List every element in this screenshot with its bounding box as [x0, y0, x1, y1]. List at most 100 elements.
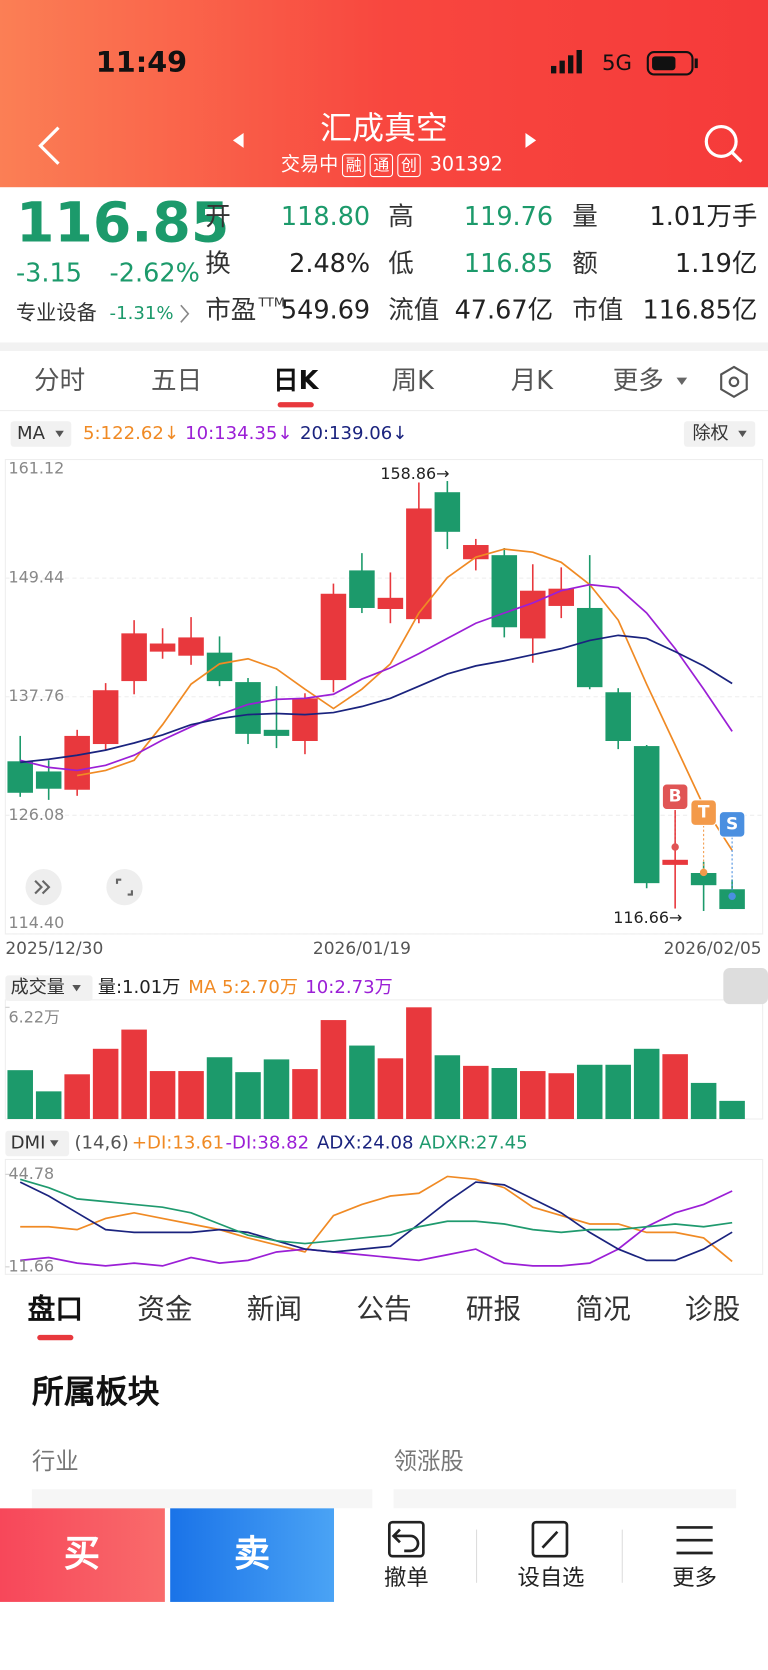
y-tick-label: 44.78: [9, 1164, 55, 1183]
candle-body: [320, 593, 347, 681]
x-tick-label: 2026/01/19: [313, 939, 411, 959]
buy-button[interactable]: [0, 1508, 165, 1602]
price: 116.85: [16, 192, 229, 256]
bottom-tab[interactable]: 诊股: [685, 1292, 740, 1325]
tab-underline: [277, 402, 314, 408]
more-icon[interactable]: [676, 1526, 713, 1555]
cancel-icon[interactable]: [387, 1520, 425, 1558]
bottom-tab[interactable]: 盘口: [28, 1292, 83, 1325]
trade-status: 交易中: [281, 152, 338, 175]
tab[interactable]: 日K: [273, 366, 320, 396]
low-annotation: 116.66→: [613, 908, 682, 927]
candle-body: [178, 637, 204, 656]
action-label[interactable]: 撤单: [384, 1565, 429, 1591]
tag-box: [397, 153, 421, 178]
volume-legend: 10:2.73万: [305, 977, 392, 998]
volume-bar: [235, 1072, 261, 1120]
x-tick-label: 2025/12/30: [5, 939, 103, 959]
collapse-button[interactable]: [723, 967, 768, 1005]
volume-legend: MA 5:2.70万: [188, 977, 298, 998]
field-value: 549.69: [281, 296, 370, 326]
watchlist-icon[interactable]: [531, 1520, 569, 1558]
bottom-tab[interactable]: 公告: [356, 1292, 411, 1325]
chevron: [180, 304, 190, 323]
settings-icon-dot: [728, 376, 740, 388]
dmi-line: [20, 1190, 733, 1267]
adjust-select[interactable]: [683, 421, 756, 447]
candle-body: [406, 508, 432, 620]
candle-body: [292, 698, 318, 741]
tab[interactable]: 月K: [511, 366, 555, 396]
x-tick-label: 2026/02/05: [664, 939, 762, 959]
header-bg: [0, 0, 768, 188]
volume-bar: [35, 1091, 62, 1120]
sector[interactable]: 专业设备: [16, 300, 97, 324]
bottom-tab[interactable]: 新闻: [247, 1292, 302, 1325]
signal-text: S: [726, 814, 738, 834]
field-value: 47.67亿: [455, 296, 554, 326]
candle-body: [7, 761, 33, 793]
settings-icon[interactable]: [720, 365, 748, 398]
dmi-legend: +DI:13.61: [132, 1132, 224, 1153]
bottom-tab[interactable]: 研报: [466, 1292, 521, 1325]
volume-bar: [92, 1048, 119, 1120]
volume-bar: [576, 1064, 603, 1120]
volume-bar: [605, 1064, 631, 1120]
signal-badge[interactable]: [690, 799, 717, 826]
candle-body: [64, 735, 90, 790]
action-label[interactable]: 设自选: [518, 1565, 585, 1591]
candle-body: [576, 607, 603, 688]
field-label: 市值: [572, 296, 623, 326]
volume-bar: [349, 1045, 375, 1120]
search-button[interactable]: [704, 124, 743, 163]
sell-label[interactable]: 卖: [234, 1532, 270, 1575]
ma-legend: 20:139.06↓: [300, 423, 408, 444]
signal-badge[interactable]: [661, 783, 689, 811]
zoom-buttons[interactable]: [25, 869, 143, 906]
stock-code: 301392: [430, 152, 503, 175]
high-annotation: 158.86→: [380, 464, 449, 483]
volume-select[interactable]: [5, 975, 93, 1001]
time: 11:49: [96, 45, 187, 79]
field-label: 量: [572, 202, 598, 232]
dmi-params: (14,6): [74, 1132, 128, 1153]
next-stock[interactable]: [525, 132, 537, 148]
signal-badge[interactable]: [718, 811, 746, 838]
tab[interactable]: 更多: [613, 366, 664, 396]
bottom-tab[interactable]: 简况: [575, 1292, 630, 1325]
dropdown: [49, 1140, 59, 1147]
field-label: 流值: [388, 296, 439, 326]
volume-title: 成交量: [11, 977, 65, 998]
battery-icon: [646, 51, 698, 76]
volume-bar: [178, 1071, 204, 1120]
indicator-select[interactable]: [10, 421, 72, 447]
sell-button[interactable]: [170, 1508, 335, 1602]
volume-bar: [719, 1100, 745, 1120]
field-value: 119.76: [464, 202, 553, 232]
bottom-tab[interactable]: 资金: [137, 1292, 192, 1325]
back-button[interactable]: [38, 126, 60, 165]
tag: 创: [401, 155, 417, 174]
candle-body: [121, 633, 147, 682]
tab[interactable]: 五日: [151, 366, 202, 396]
indicator: MA: [17, 423, 46, 444]
card: [393, 1489, 737, 1509]
signal-text: T: [698, 803, 710, 823]
candle-body: [605, 692, 631, 741]
volume-legend: 量:1.01万: [98, 977, 181, 998]
prev-stock[interactable]: [232, 132, 244, 148]
action-label[interactable]: 更多: [672, 1565, 717, 1591]
field-value: 1.01万手: [650, 202, 758, 232]
buy-label[interactable]: 买: [64, 1532, 100, 1575]
dmi-legend: -DI:38.82: [226, 1132, 310, 1153]
dmi-select[interactable]: [5, 1130, 70, 1157]
tab[interactable]: 周K: [392, 366, 436, 396]
y-tick-label: 137.76: [9, 686, 65, 705]
candle-body: [520, 590, 546, 639]
y-tick-label: 114.40: [9, 913, 65, 932]
tab[interactable]: 分时: [34, 366, 85, 396]
dropdown: [738, 430, 747, 438]
ma-legend: 5:122.62↓: [83, 423, 179, 444]
